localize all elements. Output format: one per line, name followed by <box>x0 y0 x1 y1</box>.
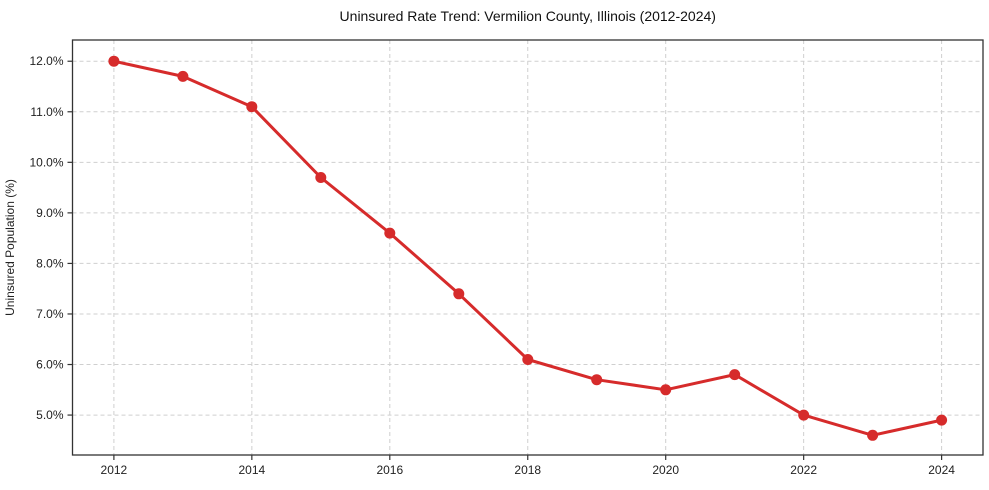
data-point <box>591 374 603 386</box>
x-tick-label: 2022 <box>790 463 817 477</box>
data-point <box>246 101 258 113</box>
data-point <box>384 227 396 239</box>
y-tick-label: 12.0% <box>29 54 63 68</box>
data-point <box>315 172 327 183</box>
y-tick-label: 7.0% <box>36 307 64 321</box>
data-point <box>453 288 465 300</box>
x-tick-label: 2012 <box>101 463 128 477</box>
y-tick-label: 6.0% <box>36 358 64 372</box>
data-point <box>177 70 189 82</box>
y-tick-label: 10.0% <box>29 155 63 169</box>
x-tick-label: 2020 <box>652 463 679 477</box>
data-point <box>936 414 948 426</box>
x-tick-label: 2024 <box>928 463 955 477</box>
axes-layer: 5.0% 6.0% 7.0% 8.0% 9.0% 10.0% 11.0% 12.0% 2012 2… <box>29 39 984 477</box>
y-tick-label: 11.0% <box>30 105 63 119</box>
data-point <box>108 55 120 67</box>
data-point <box>867 429 879 441</box>
y-axis-label: Uninsured Population (%) <box>3 179 17 316</box>
data-point <box>660 384 672 396</box>
grid-layer <box>72 40 983 455</box>
chart-title: Uninsured Rate Trend: Vermilion County, … <box>340 8 716 24</box>
data-point <box>522 354 534 365</box>
y-tick-label: 5.0% <box>36 408 64 422</box>
series-layer <box>108 55 948 441</box>
x-tick-label: 2014 <box>238 463 265 477</box>
x-tick-label: 2016 <box>376 463 403 477</box>
data-point <box>798 409 810 421</box>
y-tick-label: 8.0% <box>36 256 64 270</box>
y-tick-label: 9.0% <box>36 206 64 220</box>
x-tick-label: 2018 <box>514 463 541 477</box>
data-point <box>729 369 741 381</box>
